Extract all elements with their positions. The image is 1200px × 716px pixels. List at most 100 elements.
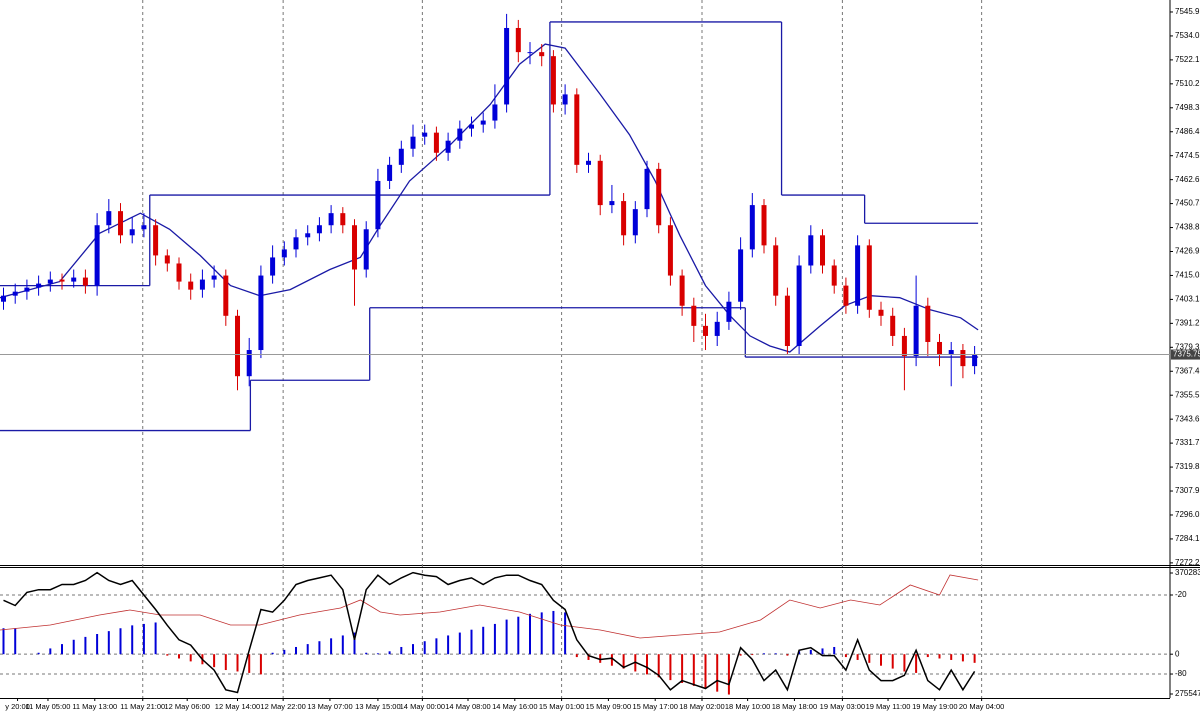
candle-body (960, 350, 966, 367)
y-tick-label: 7331.75 (1175, 438, 1200, 447)
candle-body (12, 291, 18, 296)
y-tick-label: 7450.75 (1175, 199, 1200, 208)
candle-body (820, 235, 826, 266)
candle-body (972, 354, 978, 367)
candle-body (761, 205, 767, 246)
x-tick-label: 19 May 03:00 (820, 702, 865, 711)
y-tick-label: 7545.95 (1175, 7, 1200, 16)
candle-body (270, 257, 276, 276)
candle-body (504, 27, 510, 105)
candle-body (176, 263, 182, 282)
candle-body (726, 301, 732, 322)
candle-body (843, 285, 849, 306)
candle-body (679, 275, 685, 306)
x-tick-label: y 20:00 (5, 702, 30, 711)
candle-body (855, 245, 861, 306)
candle-body (246, 350, 252, 377)
candle-body (129, 229, 135, 236)
candle-body (773, 245, 779, 296)
x-tick-label: 20 May 04:00 (959, 702, 1004, 711)
x-tick-label: 11 May 13:00 (72, 702, 117, 711)
candle-body (480, 120, 486, 125)
candle-body (550, 56, 556, 105)
x-tick-label: 15 May 17:00 (632, 702, 677, 711)
y-tick-label: 7498.35 (1175, 103, 1200, 112)
candle-body (562, 94, 568, 105)
x-tick-label: 19 May 19:00 (912, 702, 957, 711)
candle-body (948, 350, 954, 355)
candle-body (24, 287, 30, 292)
candle-body (188, 281, 194, 290)
candle-body (398, 148, 404, 165)
x-tick-label: 12 May 14:00 (215, 702, 260, 711)
candle-body (515, 27, 521, 53)
y-tick-label: 0 (1175, 649, 1180, 658)
candle-body (644, 168, 650, 210)
candle-body (199, 279, 205, 290)
y-tick-label: 7355.55 (1175, 390, 1200, 399)
y-tick-label: 7415.05 (1175, 271, 1200, 280)
candle-body (340, 213, 346, 226)
candle-body (586, 160, 592, 165)
candle-body (796, 265, 802, 347)
candle-body (784, 295, 790, 347)
candle-body (492, 104, 498, 121)
y-tick-label: 7522.15 (1175, 55, 1200, 64)
candle-body (82, 277, 88, 286)
candle-body (316, 225, 322, 234)
x-tick-label: 19 May 11:00 (866, 702, 911, 711)
y-tick-label: 7510.25 (1175, 79, 1200, 88)
y-tick-label: 7534.05 (1175, 31, 1200, 40)
candle-body (328, 213, 334, 226)
candle-body (211, 275, 217, 280)
candle-body (878, 309, 884, 316)
candle-body (656, 168, 662, 226)
current-price-label: 7375.75 (1173, 350, 1200, 359)
x-tick-label: 14 May 08:00 (445, 702, 490, 711)
candle-body (539, 52, 545, 57)
y-tick-label: 7403.15 (1175, 295, 1200, 304)
y-tick-label: 7319.85 (1175, 462, 1200, 471)
candle-body (808, 235, 814, 266)
y-tick-label: 370283 (1175, 568, 1200, 577)
current-price-box (1171, 349, 1200, 360)
candle-body (223, 275, 229, 316)
candle-body (258, 275, 264, 351)
candle-body (527, 52, 533, 54)
candle-body (457, 128, 463, 141)
candle-body (410, 136, 416, 149)
candle-body (94, 225, 100, 286)
y-tick-label: -20 (1175, 590, 1187, 599)
candle-body (47, 279, 53, 284)
y-tick-label: 7462.65 (1175, 175, 1200, 184)
candle-body (118, 211, 124, 236)
x-tick-label: 14 May 00:00 (400, 702, 445, 711)
x-tick-label: 12 May 06:00 (164, 702, 209, 711)
x-tick-label: 18 May 10:00 (725, 702, 770, 711)
candle-body (749, 205, 755, 250)
candle-body (59, 279, 65, 282)
x-tick-label: 11 May 05:00 (26, 702, 71, 711)
candle-body (597, 160, 603, 206)
candle-body (632, 209, 638, 236)
candle-body (714, 321, 720, 336)
y-tick-label: 7426.95 (1175, 247, 1200, 256)
candle-body (433, 132, 439, 153)
oscillator-line (3, 571, 976, 694)
candle-body (831, 265, 837, 286)
y-tick-label: 7284.15 (1175, 534, 1200, 543)
candle-body (1, 295, 7, 302)
candle-body (913, 305, 919, 357)
x-tick-label: 12 May 22:00 (260, 702, 305, 711)
candle-body (621, 201, 627, 236)
y-tick-label: 7343.65 (1175, 414, 1200, 423)
y-tick-label: -80 (1175, 669, 1187, 678)
x-tick-label: 11 May 21:00 (120, 702, 165, 711)
oscillator-line (0, 574, 979, 639)
candle-body (469, 124, 475, 129)
candle-body (71, 277, 77, 282)
candle-body (36, 283, 42, 288)
candle-body (445, 140, 451, 153)
y-tick-label: 7486.45 (1175, 127, 1200, 136)
